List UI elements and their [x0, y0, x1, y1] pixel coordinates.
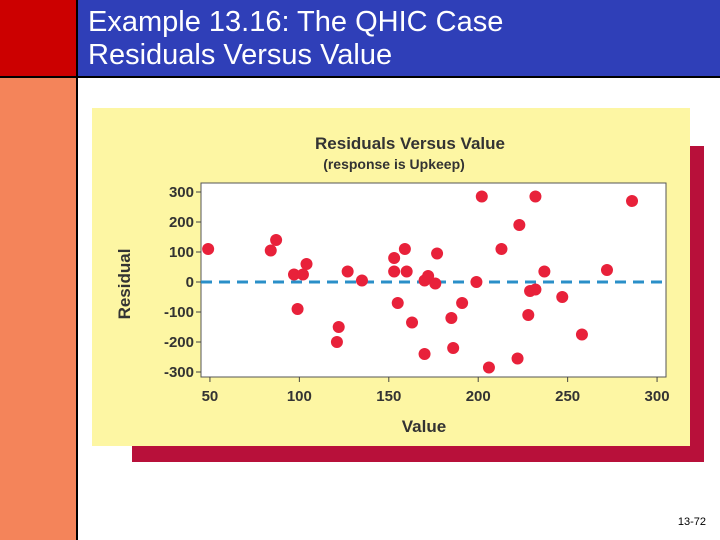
data-point [511, 352, 524, 365]
data-point [626, 195, 639, 207]
data-point [529, 190, 542, 203]
x-tick-label: 150 [376, 388, 401, 405]
title-bar [78, 0, 720, 78]
data-point [475, 190, 488, 203]
data-point [429, 277, 442, 290]
data-point [556, 291, 569, 303]
chart-figure: Residuals Versus Value (response is Upke… [92, 108, 704, 462]
data-point [296, 268, 309, 281]
x-axis-label: Value [402, 417, 446, 436]
corner-block [0, 0, 78, 78]
data-point [332, 321, 345, 333]
y-tick-label: 100 [169, 244, 194, 261]
data-point [388, 252, 401, 264]
chart-title: Residuals Versus Value [315, 134, 505, 153]
data-point [529, 283, 542, 296]
x-tick-label: 300 [645, 388, 670, 405]
data-point [291, 303, 304, 315]
data-point [406, 316, 419, 329]
left-accent-bar [0, 78, 78, 540]
y-tick-label: -300 [164, 364, 194, 381]
y-axis-label: Residual [115, 249, 134, 320]
chart-subtitle: (response is Upkeep) [323, 156, 465, 172]
data-point [300, 258, 313, 270]
data-point [270, 234, 283, 246]
data-point [600, 264, 613, 276]
y-tick-label: 200 [169, 214, 194, 231]
data-point [482, 361, 495, 374]
y-tick-label: 0 [186, 274, 194, 291]
y-tick-label: 300 [169, 184, 194, 201]
data-point [341, 265, 354, 278]
data-point [470, 276, 483, 288]
page-number: 13-72 [677, 516, 706, 528]
data-point [447, 342, 460, 354]
data-point [288, 268, 300, 281]
data-point [355, 274, 368, 287]
y-tick-label: -200 [164, 334, 194, 351]
data-point [202, 243, 215, 255]
data-point [522, 309, 535, 321]
slide-title: Example 13.16: The QHIC Case Residuals V… [88, 6, 503, 72]
data-points [202, 190, 639, 374]
x-tick-label: 100 [287, 388, 312, 405]
y-tick-label: -100 [164, 304, 194, 321]
data-point [391, 297, 404, 309]
data-point [538, 265, 551, 278]
data-point [398, 243, 411, 255]
data-point [575, 328, 588, 341]
x-tick-label: 200 [466, 388, 491, 405]
x-tick-label: 250 [555, 388, 580, 405]
data-point [422, 270, 435, 282]
data-point [418, 348, 431, 360]
data-point [445, 312, 458, 324]
data-point [400, 265, 413, 278]
data-point [330, 336, 343, 348]
data-point [456, 297, 469, 309]
data-point [431, 247, 444, 260]
slide-title-line-1: Example 13.16: The QHIC Case [88, 6, 504, 38]
data-point [388, 265, 401, 278]
data-point [513, 219, 526, 231]
slide-title-line-2: Residuals Versus Value [88, 39, 393, 71]
y-axis-ticks: 300 200 100 0 -100 -200 -300 [164, 184, 201, 381]
data-point [495, 243, 508, 255]
scatter-chart: Residuals Versus Value (response is Upke… [92, 108, 704, 462]
x-axis-ticks: 50 100 150 200 250 300 [202, 377, 670, 405]
x-tick-label: 50 [202, 388, 219, 405]
data-point [264, 244, 277, 257]
